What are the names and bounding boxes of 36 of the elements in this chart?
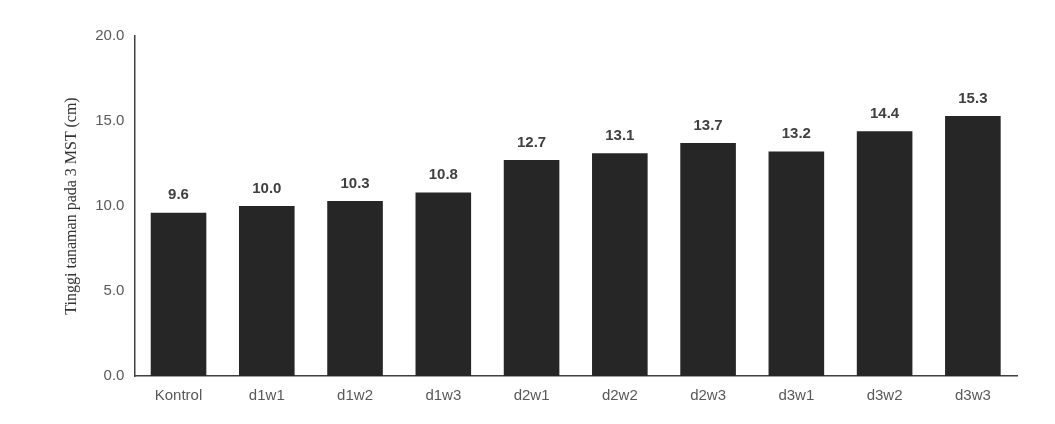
y-tick-label: 20.0	[95, 26, 125, 44]
y-tick-label: 15.0	[95, 111, 125, 129]
bar	[592, 153, 648, 376]
bar	[945, 115, 1001, 376]
y-tick-label: 5.0	[103, 281, 125, 299]
data-label: 13.7	[693, 115, 723, 133]
x-tick-label: d3w3	[954, 386, 991, 404]
data-label: 12.7	[516, 132, 547, 150]
x-tick-label: d2w3	[690, 386, 727, 404]
data-label: 9.6	[168, 185, 189, 203]
bar	[503, 160, 560, 376]
bar	[415, 192, 472, 376]
x-tick-label: d3w1	[778, 386, 815, 404]
data-label: 15.3	[958, 88, 988, 106]
data-label: 14.4	[870, 103, 900, 121]
x-tick-label: d3w2	[866, 386, 903, 404]
bar	[680, 143, 736, 376]
data-label: 13.2	[781, 124, 811, 142]
x-tick-label: Kontrol	[154, 386, 203, 404]
bar	[238, 206, 295, 376]
y-tick-label: 10.0	[95, 196, 125, 214]
x-tick-label: d2w2	[601, 386, 638, 404]
bar	[150, 212, 207, 376]
y-axis-title: Tinggi tanaman pada 3 MST (cm)	[61, 97, 80, 315]
data-label: 13.1	[605, 125, 635, 143]
y-tick-label: 0.0	[103, 366, 125, 384]
data-label: 10.8	[428, 165, 458, 183]
bar	[768, 151, 825, 376]
data-label: 10.0	[252, 178, 282, 196]
x-tick-label: d1w1	[248, 386, 285, 404]
x-tick-label: d1w3	[425, 386, 462, 404]
bar	[327, 200, 383, 376]
data-label: 10.3	[340, 173, 370, 191]
x-tick-label: d1w2	[337, 386, 373, 404]
x-tick-label: d2w1	[513, 386, 550, 404]
bar	[856, 131, 913, 376]
